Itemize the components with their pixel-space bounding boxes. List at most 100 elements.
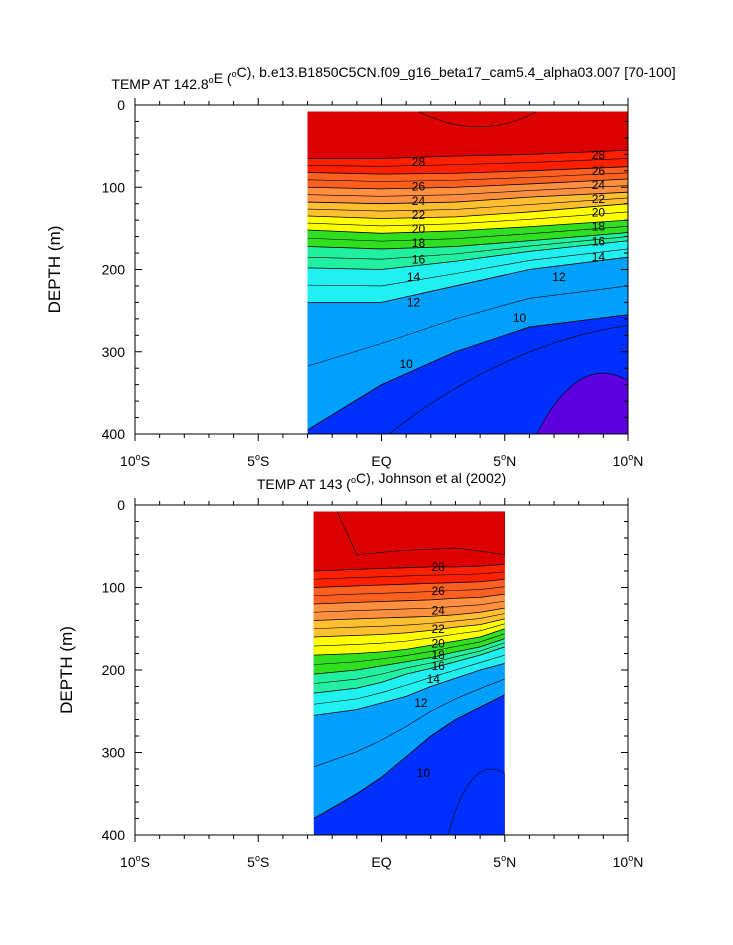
- isotherm-line: [307, 211, 628, 227]
- isotherm-line: [388, 325, 628, 435]
- contour-label-18: 18: [592, 220, 606, 234]
- contour-label-10: 10: [417, 766, 431, 780]
- contour-label-12: 12: [414, 696, 428, 710]
- x-tick-label: EQ: [371, 453, 391, 469]
- isotherm-line: [313, 571, 505, 580]
- y-tick-label: 100: [102, 179, 126, 195]
- chart-title: TEMP AT 143 (oC), Johnson et al (2002): [257, 470, 506, 492]
- band-above-28: [307, 111, 628, 159]
- isotherm-line: [313, 613, 505, 630]
- y-tick-label: 400: [102, 827, 126, 843]
- y-tick-label: 100: [102, 580, 126, 596]
- isotherm-line: [313, 586, 505, 597]
- contour-label-24: 24: [412, 194, 426, 208]
- contour-label-28: 28: [592, 148, 606, 162]
- y-axis-label: DEPTH (m): [57, 626, 76, 714]
- isotherm-line: [307, 185, 628, 197]
- contour-label-10: 10: [513, 311, 527, 325]
- isotherm-12: [313, 663, 505, 716]
- x-tick-label: 5oS: [247, 452, 269, 469]
- isotherm-26: [307, 166, 628, 175]
- x-tick-label: 10oN: [613, 452, 644, 469]
- isotherm-28: [307, 149, 628, 159]
- x-tick-label: 10oS: [120, 452, 150, 469]
- contour-label-22: 22: [432, 622, 446, 636]
- contour-label-28: 28: [432, 560, 446, 574]
- isotherm-line: [313, 642, 505, 684]
- isotherm-line: [307, 248, 628, 287]
- isotherm-20: [307, 203, 628, 219]
- isotherm-line: [307, 158, 628, 167]
- warm-pool-contour: [418, 111, 537, 128]
- contour-label-22: 22: [412, 208, 426, 222]
- contour-label-24: 24: [592, 178, 606, 192]
- isotherm-line: [313, 623, 505, 647]
- contour-label-28: 28: [412, 155, 426, 169]
- y-tick-label: 0: [117, 497, 125, 513]
- contour-label-24: 24: [432, 604, 446, 618]
- isotherm-line: [313, 600, 505, 613]
- contour-label-14: 14: [592, 250, 606, 264]
- isotherm-14: [313, 646, 505, 694]
- contour-label-20: 20: [592, 206, 606, 220]
- y-axis-label: DEPTH (m): [45, 226, 64, 314]
- x-tick-label: 10oN: [613, 853, 644, 870]
- isotherm-line: [307, 236, 628, 260]
- isotherm-22: [307, 191, 628, 205]
- isotherm-24: [307, 178, 628, 190]
- contour-label-26: 26: [412, 179, 426, 193]
- contour-label-16: 16: [412, 253, 426, 267]
- contour-label-18: 18: [412, 236, 426, 250]
- isotherm-line: [307, 285, 628, 367]
- top-panel: 2826242220181614121028262422201816141210…: [45, 64, 676, 469]
- contour-label-16: 16: [432, 659, 446, 673]
- warm-pool-contour: [336, 511, 505, 555]
- chart-title: TEMP AT 142.8oE (oC), b.e13.B1850C5CN.f0…: [111, 64, 675, 92]
- isotherm-28: [313, 564, 505, 572]
- isotherm-24: [313, 593, 505, 605]
- y-tick-label: 400: [102, 426, 126, 442]
- y-tick-label: 0: [117, 97, 125, 113]
- isotherm-12: [307, 256, 628, 303]
- isotherm-line: [313, 633, 505, 665]
- isotherm-16: [313, 638, 505, 675]
- contour-label-26: 26: [432, 584, 446, 598]
- x-tick-label: 5oN: [493, 853, 516, 870]
- isotherm-10: [313, 694, 505, 819]
- x-tick-label: 5oN: [493, 452, 516, 469]
- x-tick-label: 10oS: [120, 853, 150, 870]
- isotherm-line: [313, 654, 505, 705]
- contour-label-12: 12: [407, 295, 421, 309]
- y-tick-label: 200: [102, 262, 126, 278]
- contour-label-10: 10: [399, 357, 413, 371]
- isotherm-18: [307, 219, 628, 234]
- deep-cold-contour: [447, 768, 505, 835]
- isotherm-line: [307, 226, 628, 242]
- isotherm-16: [307, 232, 628, 250]
- isotherm-line: [307, 172, 628, 182]
- isotherm-line: [307, 197, 628, 212]
- isotherm-22: [313, 607, 505, 621]
- isotherm-18: [313, 628, 505, 656]
- contour-label-18: 18: [432, 648, 446, 662]
- isotherm-10: [307, 314, 628, 431]
- x-tick-label: EQ: [371, 854, 391, 870]
- contour-label-12: 12: [552, 270, 566, 284]
- contour-label-20: 20: [412, 222, 426, 236]
- contour-label-22: 22: [592, 192, 606, 206]
- isotherm-26: [313, 578, 505, 588]
- contour-label-14: 14: [427, 672, 441, 686]
- isotherm-14: [307, 240, 628, 270]
- isotherm-20: [313, 618, 505, 638]
- x-tick-label: 5oS: [247, 853, 269, 870]
- contour-label-20: 20: [432, 637, 446, 651]
- isotherm-line: [313, 678, 505, 768]
- contour-label-14: 14: [407, 270, 421, 284]
- contour-label-16: 16: [592, 235, 606, 249]
- y-tick-label: 300: [102, 344, 126, 360]
- y-tick-label: 300: [102, 745, 126, 761]
